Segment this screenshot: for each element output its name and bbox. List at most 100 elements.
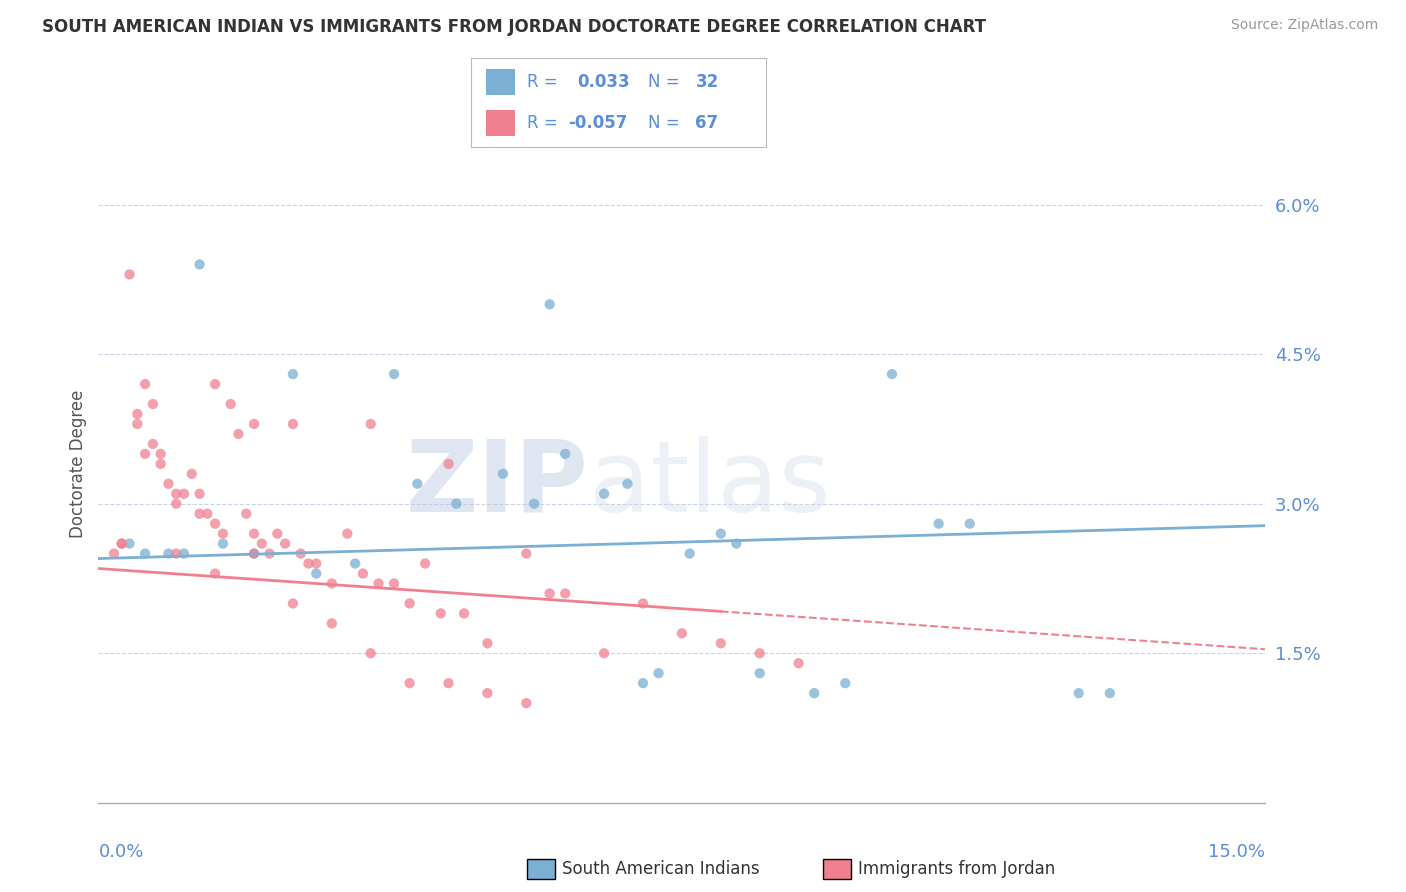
Point [406,476,429,491]
Point [803,686,825,700]
Point [748,666,770,681]
Point [515,696,537,710]
Point [398,596,420,610]
Point [180,467,202,481]
Point [631,676,654,690]
Point [204,516,226,531]
Point [157,547,180,561]
Point [725,536,748,550]
Point [679,547,702,561]
Point [367,576,389,591]
Point [157,476,180,491]
Point [1098,686,1121,700]
Point [297,557,319,571]
Point [281,367,304,381]
Point [382,367,405,381]
Point [103,547,125,561]
Point [437,457,460,471]
Point [538,297,561,311]
Text: Immigrants from Jordan: Immigrants from Jordan [858,860,1054,878]
Point [515,547,537,561]
Point [259,547,281,561]
Point [492,467,515,481]
Point [228,426,250,441]
Point [290,547,312,561]
Text: 67: 67 [696,114,718,132]
Point [212,526,235,541]
Point [250,536,273,550]
Bar [486,69,515,95]
Point [880,367,903,381]
Text: Source: ZipAtlas.com: Source: ZipAtlas.com [1230,18,1378,32]
Text: R =: R = [527,114,558,132]
Point [710,636,733,650]
Point [134,547,156,561]
Point [477,686,499,700]
Point [647,666,669,681]
Point [538,586,561,600]
Point [671,626,693,640]
Point [631,596,654,610]
Point [959,516,981,531]
Point [142,437,165,451]
Point [127,417,149,431]
Point [243,547,266,561]
Point [281,417,304,431]
Text: 0.0%: 0.0% [98,844,143,862]
Point [429,607,451,621]
Point [321,576,343,591]
Text: atlas: atlas [589,435,830,533]
Point [413,557,436,571]
Point [360,646,382,660]
Text: N =: N = [648,73,679,91]
Point [219,397,242,411]
Point [243,547,266,561]
Point [321,616,343,631]
Point [281,596,304,610]
Point [118,268,141,282]
Point [111,536,134,550]
Point [266,526,288,541]
Text: R =: R = [527,73,558,91]
Point [127,407,149,421]
Point [928,516,950,531]
Point [748,646,770,660]
Point [274,536,297,550]
Point [134,377,156,392]
Point [165,547,187,561]
Point [1067,686,1090,700]
Point [787,657,810,671]
Point [554,447,576,461]
Text: SOUTH AMERICAN INDIAN VS IMMIGRANTS FROM JORDAN DOCTORATE DEGREE CORRELATION CHA: SOUTH AMERICAN INDIAN VS IMMIGRANTS FROM… [42,18,986,36]
Text: 0.033: 0.033 [578,73,630,91]
Point [188,507,211,521]
Point [134,447,156,461]
Point [195,507,218,521]
Point [336,526,359,541]
Point [204,377,226,392]
Point [305,566,328,581]
Bar [486,110,515,136]
Point [149,457,172,471]
Point [616,476,638,491]
Point [446,497,468,511]
Point [188,487,211,501]
Point [204,566,226,581]
Y-axis label: Doctorate Degree: Doctorate Degree [69,390,87,538]
Point [243,417,266,431]
Text: South American Indians: South American Indians [562,860,761,878]
Point [344,557,367,571]
Point [212,536,235,550]
Point [173,487,195,501]
Text: ZIP: ZIP [406,435,589,533]
Point [149,447,172,461]
Point [243,526,266,541]
Point [593,646,616,660]
Text: -0.057: -0.057 [568,114,628,132]
Point [382,576,405,591]
Point [834,676,856,690]
Point [142,397,165,411]
Point [360,417,382,431]
Point [352,566,374,581]
Point [235,507,257,521]
